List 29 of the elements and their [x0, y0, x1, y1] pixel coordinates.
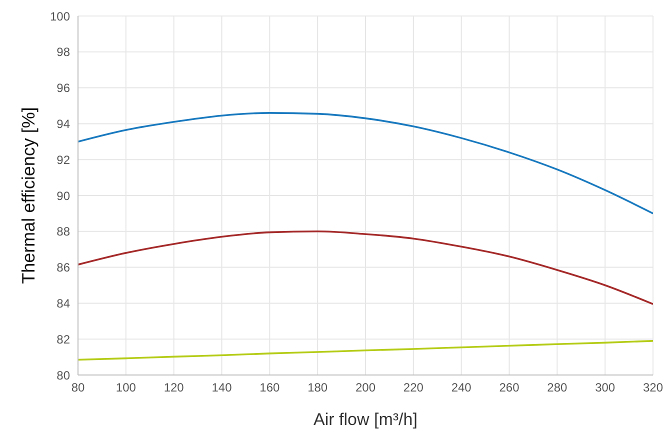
x-tick-label: 180 [308, 380, 328, 395]
line-series [78, 112, 653, 214]
y-tick-label: 100 [50, 9, 70, 24]
x-tick-label: 320 [642, 380, 664, 395]
x-tick-label: 80 [71, 380, 85, 395]
x-tick-label: 260 [499, 380, 520, 395]
x-tick-label: 100 [116, 380, 136, 395]
y-tick-label: 90 [56, 188, 70, 203]
y-tick-label: 92 [56, 152, 70, 167]
x-tick-label: 140 [212, 380, 232, 395]
x-tick-label: 220 [403, 380, 424, 395]
line-series [78, 230, 653, 305]
x-tick-label: 120 [164, 380, 184, 395]
x-tick-label: 160 [260, 380, 280, 395]
x-tick-label: 300 [595, 380, 616, 395]
x-tick-label: 280 [547, 380, 568, 395]
y-tick-label: 96 [56, 81, 70, 96]
y-tick-label: 82 [56, 332, 70, 346]
x-tick-label: 200 [355, 380, 376, 395]
y-tick-label: 80 [56, 368, 70, 382]
y-tick-label: 94 [56, 116, 70, 131]
y-axis-title: Thermal efficiency [%] [18, 107, 38, 284]
y-tick-label: 98 [56, 45, 70, 60]
y-tick-label: 88 [56, 224, 70, 239]
y-tick-label: 84 [56, 296, 70, 310]
line-series [78, 340, 653, 361]
x-axis-title: Air flow [m³/h] [314, 410, 418, 430]
y-tick-label: 86 [56, 260, 70, 275]
x-tick-label: 240 [451, 380, 472, 395]
